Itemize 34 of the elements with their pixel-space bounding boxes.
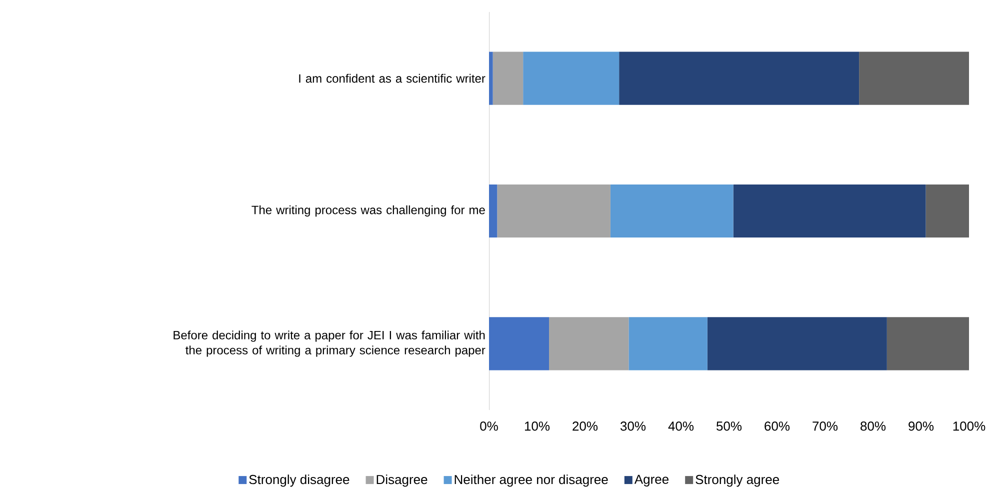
x-tick-label: 50% xyxy=(716,421,742,430)
bar xyxy=(497,184,610,238)
x-tick-label: 60% xyxy=(764,421,790,430)
x-tick-label: 30% xyxy=(620,421,646,430)
bar xyxy=(492,52,524,105)
x-tick-label: 70% xyxy=(812,421,838,430)
y-tick-label: I am confident as a scientific writer xyxy=(299,74,486,83)
bar xyxy=(549,316,629,370)
legend-label: Neither agree nor disagree xyxy=(454,474,608,486)
legend-label: Strongly agree xyxy=(696,474,780,486)
legend-label: Strongly disagree xyxy=(249,474,350,486)
bar xyxy=(619,52,860,105)
x-tick-label: 40% xyxy=(668,421,694,430)
bar xyxy=(859,52,969,105)
x-tick-label: 90% xyxy=(908,421,934,430)
bar xyxy=(489,184,498,238)
bar xyxy=(610,184,734,238)
legend-label: Disagree xyxy=(376,474,428,486)
x-tick-label: 10% xyxy=(524,421,550,430)
bar xyxy=(733,184,926,238)
x-tick-label: 20% xyxy=(572,421,598,430)
x-tick-label: 0% xyxy=(480,421,498,430)
bar xyxy=(628,316,708,370)
y-tick-label: The writing process was challenging for me xyxy=(252,205,485,216)
bar xyxy=(886,316,969,370)
y-tick-label: Before deciding to write a paper for JEI I was familiar with the process of writing a primary science research paper xyxy=(174,330,486,357)
bar xyxy=(523,52,620,105)
x-tick-label: 80% xyxy=(860,421,886,430)
legend-label: Agree xyxy=(634,474,669,486)
bar xyxy=(707,316,887,370)
x-tick-label: 100% xyxy=(953,421,986,430)
bar xyxy=(489,52,493,105)
bar xyxy=(926,184,969,238)
bar xyxy=(489,316,549,370)
